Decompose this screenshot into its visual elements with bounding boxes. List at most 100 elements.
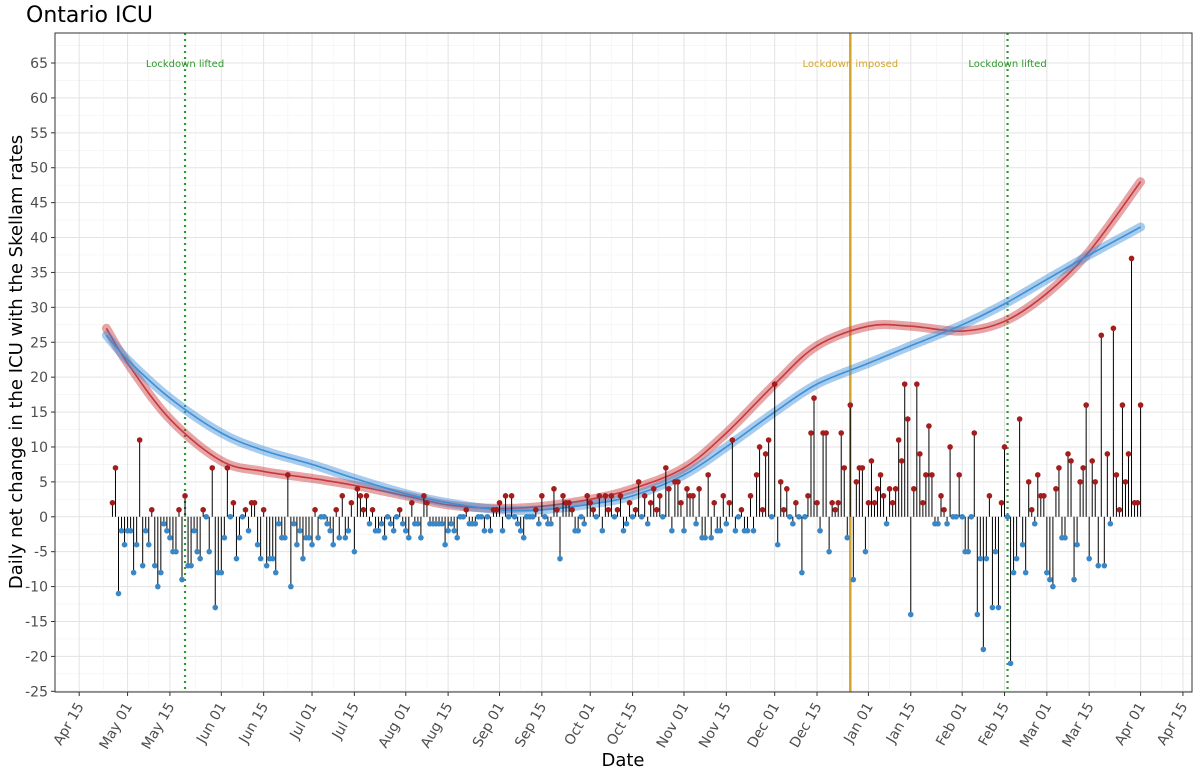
negative-point	[406, 534, 412, 541]
stems	[111, 258, 1142, 664]
positive-point	[926, 423, 932, 429]
negative-point	[723, 520, 730, 527]
negative-point	[1047, 576, 1053, 583]
negative-point	[593, 513, 600, 520]
y-tick-label: -20	[25, 649, 48, 665]
positive-point	[729, 437, 736, 443]
negative-point	[378, 520, 385, 527]
positive-point	[1125, 451, 1132, 457]
positive-point	[880, 493, 887, 499]
positive-point	[705, 472, 711, 478]
positive-point	[421, 493, 427, 499]
negative-point	[188, 562, 194, 569]
negative-point	[484, 513, 491, 520]
negative-point	[611, 513, 618, 520]
negative-point	[623, 520, 630, 527]
negative-point	[802, 513, 808, 520]
positive-point	[596, 493, 603, 499]
x-tick-label: Sep 15	[512, 700, 550, 750]
positive-point	[493, 506, 500, 513]
negative-point	[309, 541, 315, 548]
negative-point	[681, 527, 687, 534]
positive-point	[551, 486, 557, 492]
negative-point	[203, 513, 209, 520]
positive-point	[859, 465, 866, 471]
negative-point	[487, 527, 494, 534]
positive-point	[889, 500, 896, 506]
positive-point	[904, 416, 911, 422]
y-tick-label: 10	[30, 440, 48, 456]
positive-point	[260, 506, 267, 513]
y-tick-label: 60	[30, 91, 48, 107]
y-tick-label: -15	[25, 614, 48, 630]
negative-point	[1013, 555, 1020, 562]
negative-point	[448, 520, 454, 527]
positive-point	[971, 430, 978, 436]
positive-point	[602, 493, 609, 499]
positive-point	[1056, 465, 1062, 471]
negative-point	[1004, 513, 1011, 520]
negative-point	[472, 520, 479, 527]
negative-point	[288, 583, 294, 590]
y-tick-label: 65	[30, 56, 48, 72]
positive-point	[1104, 451, 1111, 457]
positive-point	[938, 493, 944, 499]
negative-point	[454, 534, 460, 541]
positive-point	[360, 506, 367, 513]
positive-point	[590, 506, 597, 513]
x-tick-label: Apr 15	[51, 700, 88, 748]
positive-point	[998, 500, 1005, 506]
positive-point	[886, 486, 893, 492]
x-tick-label: Jul 01	[287, 700, 321, 743]
negative-point	[384, 513, 391, 520]
negative-point	[282, 534, 288, 541]
positive-point	[182, 493, 188, 499]
positive-point	[832, 506, 838, 513]
positive-point	[898, 458, 905, 464]
positive-point	[1077, 479, 1083, 485]
positive-point	[635, 479, 642, 485]
positive-point	[554, 506, 560, 513]
negative-point	[300, 555, 306, 562]
x-tick-label: Apr 15	[1154, 700, 1191, 748]
positive-point	[986, 493, 993, 499]
x-tick-label: Sep 01	[470, 700, 508, 750]
x-tick-label: Nov 01	[654, 700, 693, 751]
y-tick-label: 35	[30, 265, 48, 281]
negative-point	[536, 520, 542, 527]
positive-point	[771, 381, 778, 387]
negative-point	[744, 527, 751, 534]
negative-point	[336, 534, 343, 541]
negative-point	[142, 527, 149, 534]
positive-point	[251, 500, 258, 506]
positive-point	[1128, 255, 1135, 262]
positive-point	[914, 381, 920, 387]
negative-point	[236, 534, 243, 541]
negative-point	[218, 569, 225, 576]
positive-point	[814, 500, 820, 506]
negative-point	[263, 562, 270, 569]
negative-point	[575, 527, 581, 534]
positive-point	[711, 500, 718, 506]
negative-point	[977, 555, 984, 562]
x-tick-label: Aug 01	[376, 700, 415, 751]
positive-point	[496, 500, 503, 506]
points	[109, 255, 1144, 667]
negative-point	[578, 513, 584, 520]
positive-point	[663, 465, 669, 471]
positive-point	[109, 500, 116, 506]
positive-point	[747, 493, 754, 499]
negative-point	[164, 527, 170, 534]
y-tick-label: -5	[34, 545, 48, 561]
x-tick-label: Aug 15	[418, 700, 457, 751]
negative-point	[481, 527, 488, 534]
negative-point	[708, 534, 714, 541]
positive-point	[608, 493, 615, 499]
x-tick-label: Jun 15	[236, 700, 272, 747]
negative-point	[953, 513, 959, 520]
negative-point	[387, 520, 394, 527]
positive-point	[923, 472, 929, 478]
positive-point	[1110, 325, 1117, 332]
y-tick-label: 40	[30, 231, 48, 247]
